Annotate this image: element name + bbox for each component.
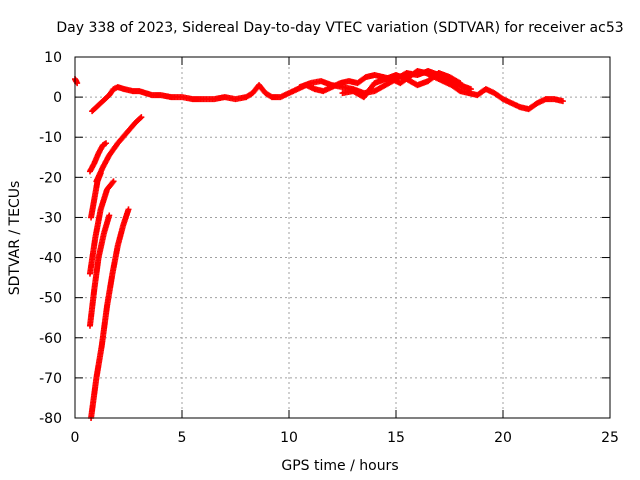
y-tick-label: -70 bbox=[39, 371, 62, 387]
y-tick-label: -40 bbox=[39, 251, 62, 267]
x-tick-label: 10 bbox=[280, 430, 298, 446]
x-tick-label: 15 bbox=[387, 430, 405, 446]
plot-frame bbox=[74, 56, 611, 419]
data-point bbox=[110, 178, 117, 185]
data-point bbox=[559, 98, 566, 105]
y-axis-label: SDTVAR / TECUs bbox=[7, 181, 23, 296]
x-tick-label: 5 bbox=[178, 430, 187, 446]
y-tick-label: -80 bbox=[39, 411, 62, 427]
y-tick-label: 0 bbox=[53, 90, 62, 106]
data-point bbox=[106, 212, 113, 219]
y-tick-label: -10 bbox=[39, 130, 62, 146]
data-point bbox=[137, 115, 144, 122]
x-tick-label: 25 bbox=[601, 430, 619, 446]
x-tick-label: 20 bbox=[494, 430, 512, 446]
data-point bbox=[97, 170, 104, 177]
y-tick-label: -20 bbox=[39, 170, 62, 186]
x-axis-label: GPS time / hours bbox=[281, 458, 398, 474]
data-point bbox=[138, 114, 145, 121]
y-tick-label: -50 bbox=[39, 291, 62, 307]
data-point bbox=[109, 179, 116, 186]
data-point bbox=[103, 140, 110, 147]
data-points bbox=[72, 68, 566, 421]
grid bbox=[75, 57, 610, 418]
x-tick-label: 0 bbox=[71, 430, 80, 446]
data-point bbox=[467, 86, 474, 93]
chart-title: Day 338 of 2023, Sidereal Day-to-day VTE… bbox=[56, 20, 623, 36]
data-point bbox=[125, 206, 132, 213]
y-tick-label: -60 bbox=[39, 331, 62, 347]
y-tick-label: -30 bbox=[39, 210, 62, 226]
y-tick-label: 10 bbox=[44, 50, 62, 66]
data-point bbox=[457, 80, 464, 87]
